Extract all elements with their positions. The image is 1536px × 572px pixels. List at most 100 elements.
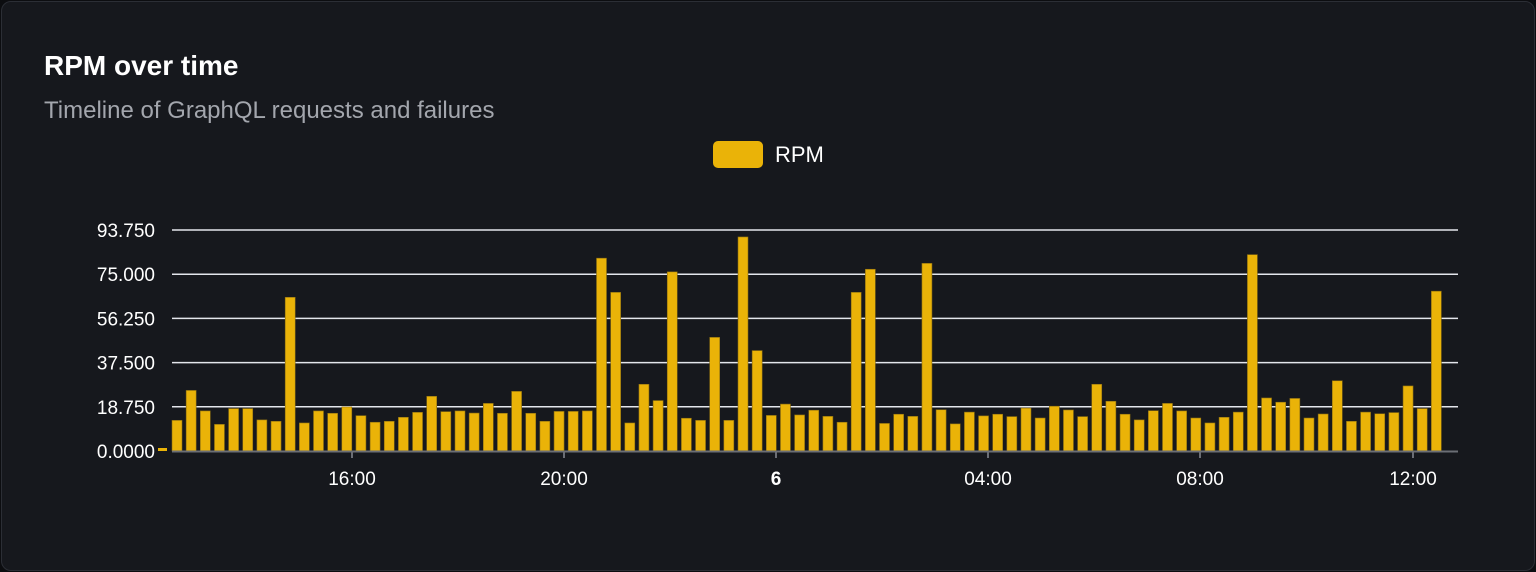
bar — [638, 383, 650, 452]
bar — [299, 422, 310, 452]
bar — [652, 400, 664, 452]
bar — [850, 292, 862, 452]
x-tick-label: 6 — [771, 469, 782, 490]
bar — [1303, 417, 1315, 452]
bar — [383, 420, 395, 452]
bar — [1289, 398, 1301, 452]
bar — [539, 420, 551, 452]
bar — [228, 408, 239, 452]
y-tick-label: 37.500 — [97, 354, 155, 375]
bar — [751, 350, 763, 452]
bar — [695, 420, 706, 452]
bar — [836, 421, 848, 452]
y-tick-label: 0.0000 — [97, 442, 155, 463]
bar — [1360, 411, 1371, 452]
bar — [1063, 409, 1074, 452]
bar — [1374, 413, 1386, 452]
bar — [214, 424, 225, 452]
bar — [270, 420, 282, 452]
bar — [1105, 400, 1117, 452]
bar — [794, 414, 805, 452]
bar — [992, 413, 1004, 452]
bar — [1006, 416, 1018, 452]
bar — [808, 409, 820, 452]
bar — [426, 396, 438, 452]
bar — [865, 268, 876, 452]
x-tick-label: 16:00 — [328, 469, 376, 490]
bar — [1416, 408, 1428, 452]
bar — [454, 410, 466, 452]
bar — [440, 411, 452, 452]
legend-item-rpm[interactable]: RPM — [713, 141, 824, 168]
bar — [1402, 385, 1414, 452]
bar — [313, 410, 324, 452]
bar — [1162, 403, 1173, 452]
legend-label: RPM — [775, 141, 824, 167]
bar — [1388, 412, 1400, 452]
bar — [879, 423, 890, 452]
bar — [949, 423, 961, 452]
bar — [482, 403, 494, 452]
bar — [1049, 405, 1060, 452]
bar — [525, 412, 537, 452]
bar — [1020, 407, 1032, 452]
bar — [398, 416, 409, 452]
bar — [666, 271, 678, 452]
bar — [582, 410, 593, 452]
bar — [1119, 413, 1131, 452]
bar — [737, 236, 749, 452]
bar — [780, 403, 791, 452]
bar — [610, 292, 621, 452]
y-tick-label: 75.000 — [97, 265, 155, 286]
bar — [369, 421, 381, 452]
bar — [709, 337, 721, 452]
bar — [567, 411, 579, 452]
bar — [978, 415, 989, 452]
bar — [200, 410, 211, 452]
x-tick-label: 20:00 — [540, 469, 588, 490]
y-axis-marker — [158, 448, 167, 451]
bar — [1133, 419, 1145, 452]
y-tick-label: 56.250 — [97, 309, 155, 330]
bar — [1190, 417, 1202, 452]
x-tick-label: 04:00 — [964, 469, 1012, 490]
bar — [1346, 420, 1357, 452]
bar — [1034, 417, 1046, 452]
bar — [412, 412, 423, 452]
x-tick-label: 12:00 — [1389, 469, 1437, 490]
legend-swatch — [713, 141, 763, 168]
bar — [185, 390, 197, 452]
bar — [907, 416, 919, 452]
bar — [681, 417, 692, 452]
bar — [893, 413, 904, 452]
bar — [355, 415, 367, 452]
bar — [822, 416, 834, 452]
bar — [1091, 383, 1103, 452]
bar — [1232, 411, 1244, 452]
bar — [511, 391, 522, 452]
bar — [935, 409, 947, 452]
bar — [242, 408, 254, 452]
bar — [327, 412, 338, 452]
y-tick-label: 93.750 — [97, 221, 155, 242]
bar — [341, 406, 353, 452]
bar — [596, 257, 607, 452]
bar — [1275, 401, 1286, 452]
bar — [1077, 416, 1088, 452]
bar — [1431, 290, 1442, 452]
bar — [1204, 422, 1216, 452]
bar — [624, 422, 636, 452]
bar — [765, 415, 777, 452]
bar — [1218, 416, 1230, 452]
bar — [723, 420, 735, 452]
bar — [1247, 254, 1258, 452]
bar — [468, 412, 480, 452]
bar — [256, 419, 268, 452]
bar — [1148, 410, 1159, 452]
chart-title: RPM over time — [44, 50, 239, 81]
bar — [1261, 397, 1272, 452]
bar — [921, 263, 933, 452]
bar — [553, 411, 565, 452]
x-tick-label: 08:00 — [1176, 469, 1224, 490]
